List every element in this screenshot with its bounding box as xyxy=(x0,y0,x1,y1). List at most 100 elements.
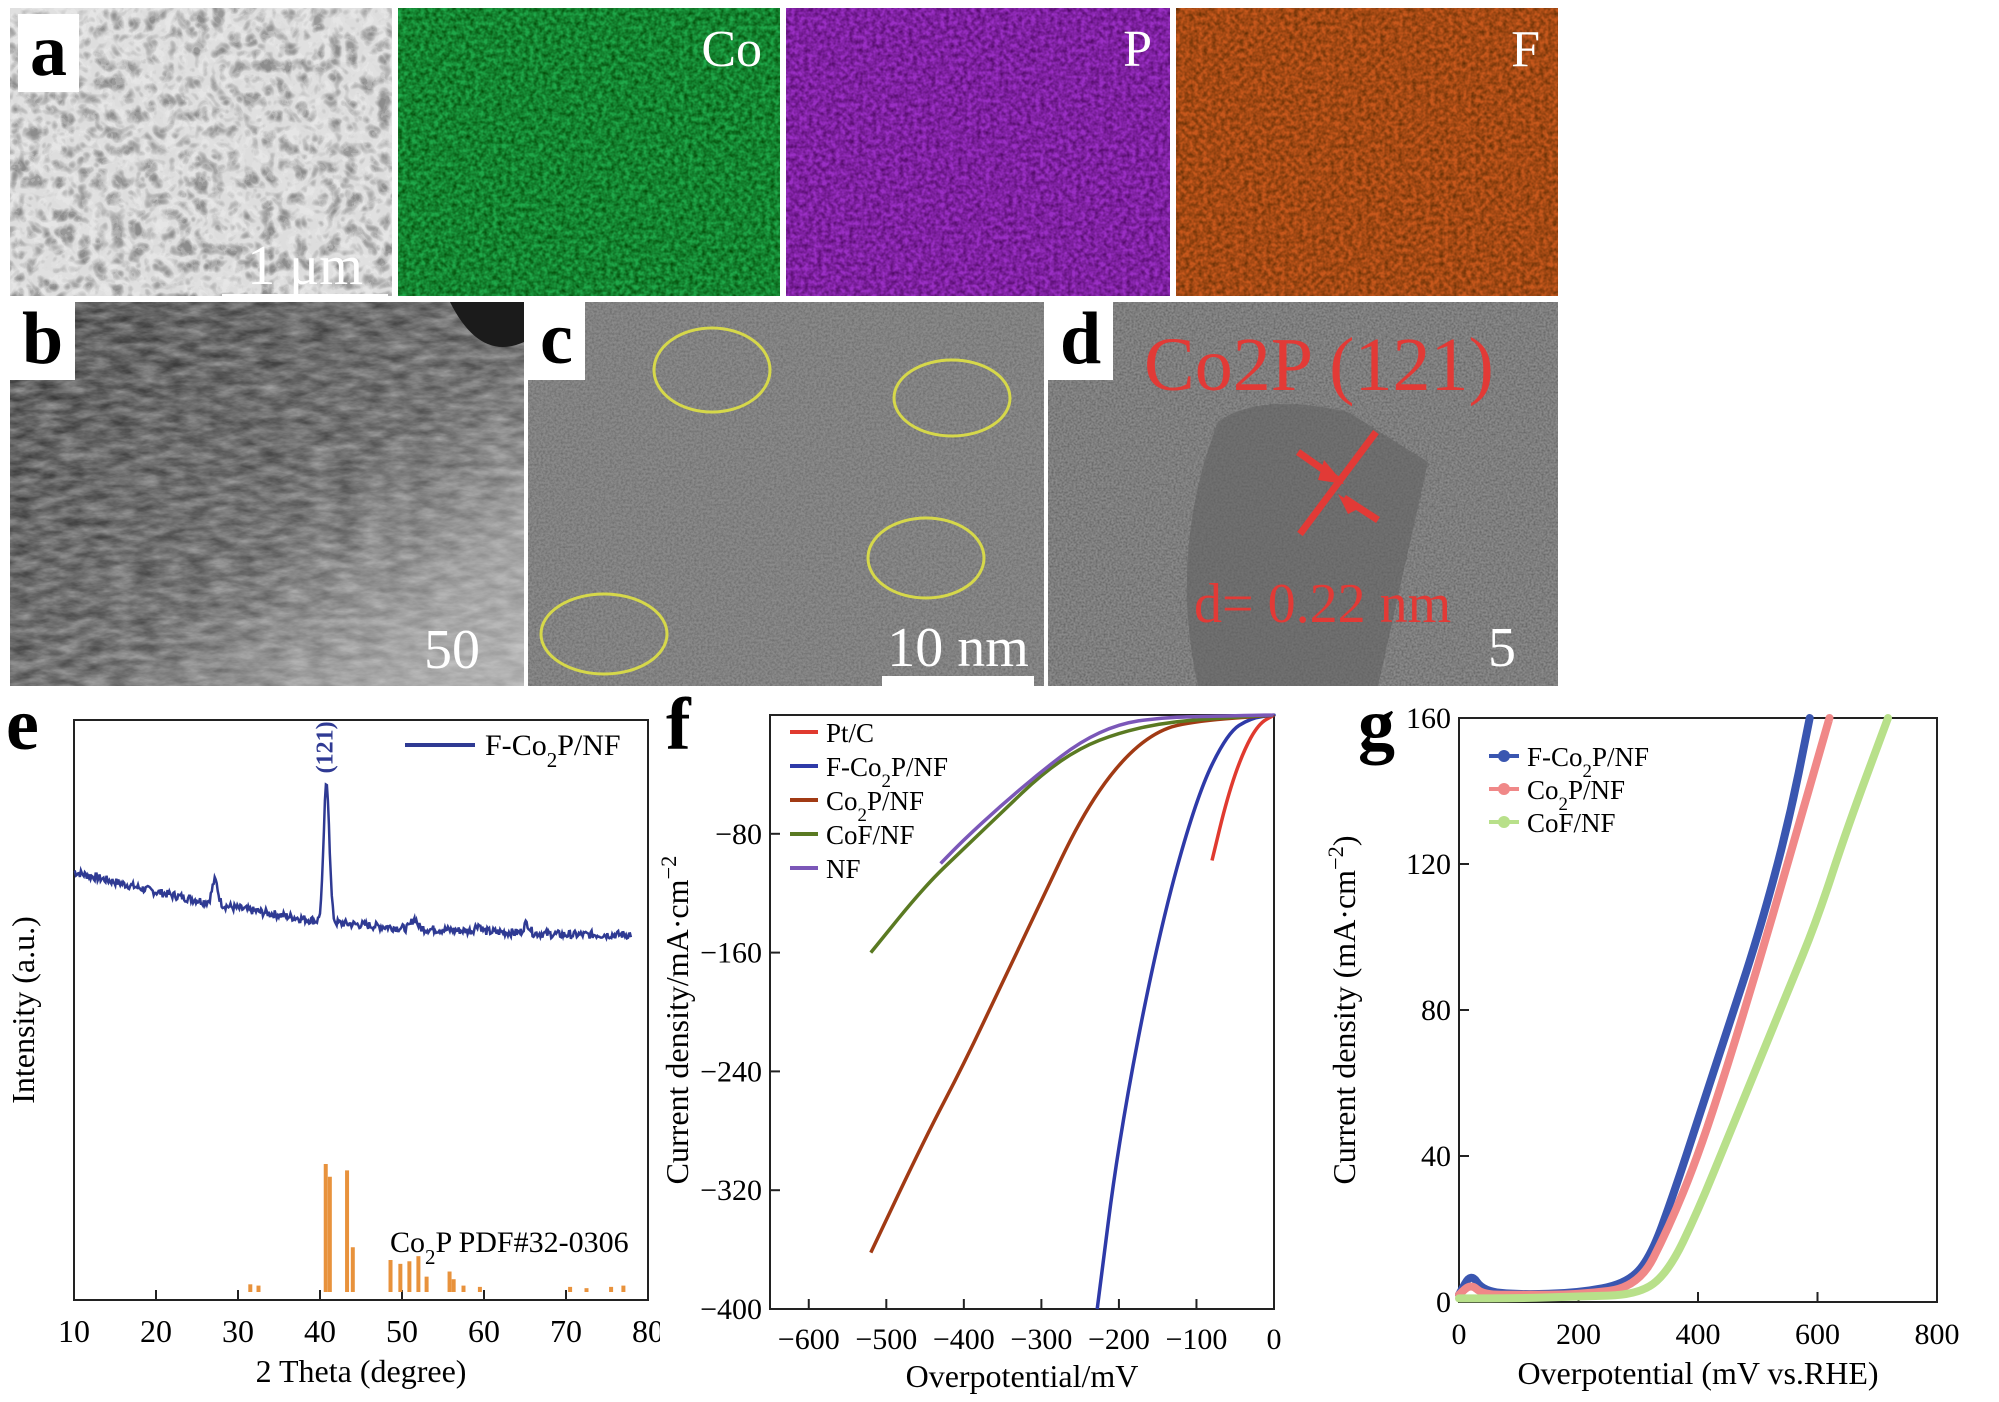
element-label-f: F xyxy=(1511,21,1540,78)
tem-texture-c xyxy=(528,302,1044,686)
peak-label: (121) xyxy=(313,721,339,773)
legend-label: NF xyxy=(826,854,861,884)
panel-b-tem: b 50 nm xyxy=(10,302,524,686)
y-tick-label: 120 xyxy=(1406,848,1451,881)
highlight-ellipse xyxy=(652,326,772,414)
plot-frame xyxy=(73,719,649,1301)
y-tick-label: 80 xyxy=(1421,994,1451,1027)
panel-d-hrtem: d Co2P (121) d= 0.22 nm 5 nm xyxy=(1048,302,1558,686)
legend-label: Pt/C xyxy=(826,718,874,748)
scale-bar: 10 nm xyxy=(878,620,1038,686)
series-line-nf xyxy=(939,713,1276,865)
legend-marker xyxy=(1498,783,1510,795)
plot-frame xyxy=(769,714,1275,1310)
x-tick-label: −300 xyxy=(1010,1323,1072,1356)
x-tick-label: 0 xyxy=(1267,1323,1282,1356)
series-line-f-co2p-nf xyxy=(1095,713,1276,1310)
panel-label-f: f xyxy=(666,684,691,766)
series-line-cof-nf xyxy=(1455,714,1892,1303)
chart-polarization-her: −600 −500 −400 −300 −200 −100 0 −80 −160 −240 −320… xyxy=(656,713,1282,1394)
x-tick-label: −200 xyxy=(1088,1323,1150,1356)
tem-texture-b xyxy=(10,302,524,686)
scale-bar: 5 nm xyxy=(1448,620,1556,686)
x-tick-label: −600 xyxy=(778,1323,840,1356)
series-line-cof-nf xyxy=(869,713,1276,954)
eds-map-f: F xyxy=(1176,8,1558,296)
x-tick-label: 70 xyxy=(550,1313,582,1349)
scale-bar-label: 50 nm xyxy=(416,619,488,686)
scale-bar-line xyxy=(222,294,388,296)
x-tick-label: −500 xyxy=(855,1323,917,1356)
panel-label: c xyxy=(528,302,585,380)
eds-texture-co xyxy=(398,8,780,296)
x-tick-label: 40 xyxy=(304,1313,336,1349)
highlight-ellipse xyxy=(539,592,669,676)
y-tick-label: 40 xyxy=(1421,1140,1451,1173)
highlight-ellipse xyxy=(866,516,986,600)
legend-label: Co2P/NF xyxy=(826,786,924,826)
x-axis-label: 2 Theta (degree) xyxy=(256,1353,467,1389)
eds-map-p: P xyxy=(786,8,1170,296)
tem-texture-d xyxy=(1048,302,1558,686)
scale-bar: 50 nm xyxy=(382,622,522,686)
panel-c-hrtem: c 10 nm xyxy=(528,302,1044,686)
reference-label: Co2P PDF#32-0306 xyxy=(390,1226,629,1269)
y-tick-label: −160 xyxy=(700,937,762,970)
element-label-co: Co xyxy=(701,21,762,78)
chart-polarization-oer: 0 200 400 600 800 0 40 80 120 160 Overpotential (m… xyxy=(1323,702,1960,1391)
y-tick-label: −80 xyxy=(715,818,762,851)
panel-label-e: e xyxy=(6,684,39,766)
element-label-p: P xyxy=(1123,21,1152,78)
highlight-ellipse xyxy=(892,358,1012,438)
d-spacing-label: d= 0.22 nm xyxy=(1194,573,1452,635)
y-tick-label: −240 xyxy=(700,1055,762,1088)
eds-texture-f xyxy=(1176,8,1558,296)
legend-label: CoF/NF xyxy=(1527,808,1616,838)
arrow-head xyxy=(1338,494,1360,514)
scale-bar: 1 μm xyxy=(220,238,390,296)
series-line-co2p-nf xyxy=(869,713,1276,1254)
lattice-plane-label: Co2P (121) xyxy=(1144,323,1494,407)
x-axis-label: Overpotential/mV xyxy=(906,1358,1139,1394)
y-axis-label: Current density (mA·cm−2) xyxy=(1323,835,1363,1184)
y-axis-label: Intensity (a.u.) xyxy=(5,916,41,1104)
scale-bar-line xyxy=(882,676,1034,686)
panel-label: d xyxy=(1048,302,1114,380)
y-tick-label: 0 xyxy=(1436,1286,1451,1319)
eds-map-co: Co xyxy=(398,8,780,296)
arrow-head xyxy=(1318,460,1344,484)
panel-label-g: g xyxy=(1358,684,1395,766)
x-tick-label: −400 xyxy=(933,1323,995,1356)
eds-texture-p xyxy=(786,8,1170,296)
chart-xrd: 10 20 30 40 50 60 70 80 2 Theta (degree) Intensit… xyxy=(5,719,660,1389)
x-tick-label: 30 xyxy=(222,1313,254,1349)
scale-bar-label: 1 μm xyxy=(247,235,363,296)
scale-bar-label: 10 nm xyxy=(887,617,1029,679)
x-tick-label: 50 xyxy=(386,1313,418,1349)
series-line-co2p-nf xyxy=(1455,714,1834,1299)
y-tick-label: −400 xyxy=(700,1293,762,1326)
x-tick-label: 0 xyxy=(1452,1318,1467,1351)
legend-label: F-Co2P/NF xyxy=(485,729,621,772)
x-axis-label: Overpotential (mV vs.RHE) xyxy=(1517,1355,1878,1391)
x-tick-label: 80 xyxy=(632,1313,660,1349)
panel-label: a xyxy=(18,14,79,92)
legend-label: F-Co2P/NF xyxy=(1527,742,1649,782)
legend-marker xyxy=(1498,750,1510,762)
panel-a-sem: a 1 μm xyxy=(10,8,392,296)
y-tick-label: 160 xyxy=(1406,702,1451,735)
x-tick-label: 20 xyxy=(140,1313,172,1349)
x-tick-label: 400 xyxy=(1676,1318,1721,1351)
legend-marker xyxy=(1498,816,1510,828)
y-axis-label: Current density/mA·cm−2 xyxy=(656,856,696,1185)
scale-bar-label: 5 nm xyxy=(1466,617,1538,686)
series-line-f-co2p-nf xyxy=(1455,714,1814,1299)
panel-label: b xyxy=(10,302,76,380)
series-line-f-co2p-nf xyxy=(73,782,633,943)
x-tick-label: 10 xyxy=(58,1313,90,1349)
x-tick-label: 60 xyxy=(468,1313,500,1349)
x-tick-label: 200 xyxy=(1556,1318,1601,1351)
legend-label: CoF/NF xyxy=(826,820,915,850)
x-tick-label: −100 xyxy=(1166,1323,1228,1356)
series-line-pt-c xyxy=(1210,713,1276,861)
